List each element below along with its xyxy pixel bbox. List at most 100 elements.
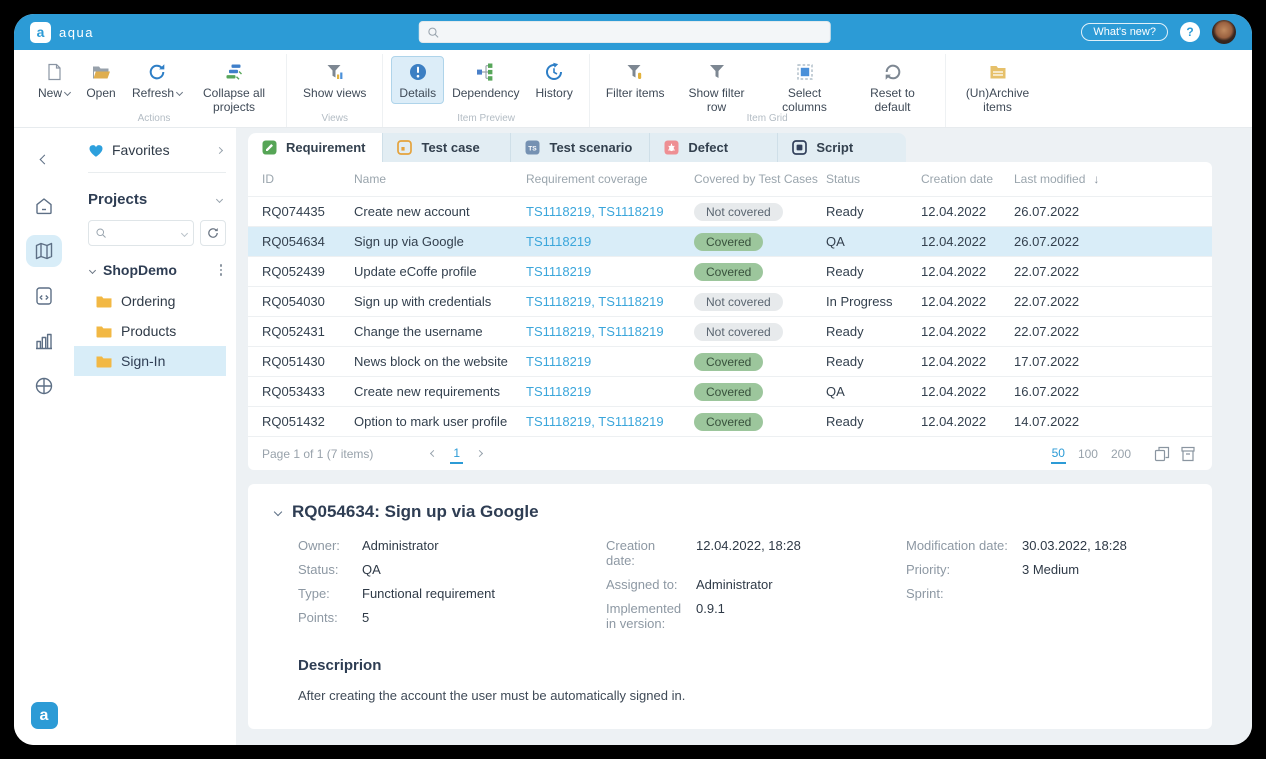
page-number[interactable]: 1 [450,444,464,464]
collapse-all-projects-button[interactable]: Collapse all projects [190,56,278,119]
test-case-icon [397,140,413,155]
refresh-button[interactable]: Refresh [124,56,190,104]
projects-search-row [88,220,226,246]
show-views-icon [327,65,343,79]
projects-header[interactable]: Projects [88,191,226,208]
select-columns-icon [796,64,813,80]
unarchive-items-button[interactable]: (Un)Archive items [954,56,1042,119]
detail-body: Owner: Administrator Status: QA Type: Funct… [272,538,1188,703]
details-button[interactable]: Details [391,56,445,105]
pagination-bar: Page 1 of 1 (7 items) 1 50 100 200 [248,436,1212,470]
folder-item-ordering[interactable]: Ordering [74,286,226,316]
requirement-icon [262,140,277,155]
select-columns-button[interactable]: Select columns [761,56,849,119]
next-page-icon[interactable] [476,449,484,458]
collapse-sidebar-button[interactable] [39,150,49,168]
folder-icon [96,326,112,337]
item-detail-panel: RQ054634: Sign up via Google Owner: Admin… [248,484,1212,729]
page-size-50[interactable]: 50 [1050,444,1066,464]
sort-desc-icon[interactable]: ↓ [1093,172,1100,186]
table-row[interactable]: RQ052439 Update eCoffe profile TS1118219… [248,256,1212,286]
coverage-badge: Covered [694,262,764,281]
field-value: 0.9.1 [696,601,725,616]
show-views-button[interactable]: Show views [295,56,374,104]
toolbar-group-actions: New Open Refresh Collapse all projects A… [22,54,288,127]
sidebar-item-projects[interactable] [26,235,62,267]
sidebar-item-scripts[interactable] [26,280,62,312]
show-filter-row-button[interactable]: Show filter row [673,56,761,119]
column-header-covered[interactable]: Covered by Test Cases [694,172,818,186]
filter-items-button[interactable]: Filter items [598,56,673,104]
cell-modified: 17.07.2022 [1014,354,1080,369]
table-row[interactable]: RQ052431 Change the username TS1118219, … [248,316,1212,346]
sidebar-item-dashboard[interactable] [26,370,62,402]
cell-created: 12.04.2022 [921,354,987,369]
column-header-created[interactable]: Creation date [921,172,994,186]
cell-name: Sign up with credentials [354,294,492,309]
reset-to-default-button[interactable]: Reset to default [849,56,937,119]
table-row[interactable]: RQ074435 Create new account TS1118219, T… [248,196,1212,226]
page-size-200[interactable]: 200 [1110,446,1131,461]
global-search [418,21,831,43]
coverage-links[interactable]: TS1118219 [526,234,592,249]
detail-title: RQ054634: Sign up via Google [292,502,539,521]
group-label-item-grid: Item Grid [746,113,788,124]
column-header-status[interactable]: Status [826,172,861,186]
help-button[interactable]: ? [1180,22,1200,42]
column-header-id[interactable]: ID [262,172,274,186]
dropdown-chevron-icon [176,88,184,97]
favorites-row[interactable]: Favorites [88,142,226,158]
script-file-icon [36,287,52,305]
cell-status: Ready [826,324,864,339]
field-label: Assigned to: [606,577,678,592]
table-row[interactable]: RQ053433 Create new requirements TS11182… [248,376,1212,406]
tab-test-scenario[interactable]: TS Test scenario [511,133,651,162]
projects-refresh-button[interactable] [200,220,226,246]
table-row[interactable]: RQ051430 News block on the website TS111… [248,346,1212,376]
copy-icon[interactable] [1154,446,1170,462]
whats-new-button[interactable]: What's new? [1081,23,1168,41]
page-size-100[interactable]: 100 [1077,446,1098,461]
toolbar-group-item-grid: Filter items Show filter row Select colu… [590,54,946,127]
dependency-button[interactable]: Dependency [444,56,527,104]
sidebar-item-reports[interactable] [26,325,62,357]
folder-item-sign-in[interactable]: Sign-In [74,346,226,376]
table-row-selected[interactable]: RQ054634 Sign up via Google TS1118219 Co… [248,226,1212,256]
cell-status: Ready [826,204,864,219]
project-menu-button[interactable] [218,262,225,278]
coverage-links[interactable]: TS1118219 [526,354,592,369]
archive-box-icon[interactable] [1180,446,1196,462]
column-header-name[interactable]: Name [354,172,387,186]
group-label-actions: Actions [137,113,171,124]
coverage-links[interactable]: TS1118219, TS1118219 [526,324,664,339]
column-header-modified[interactable]: Last modified ↓ [1014,172,1100,186]
field-value: Administrator [696,577,773,592]
coverage-links[interactable]: TS1118219, TS1118219 [526,414,664,429]
user-avatar[interactable] [1212,20,1236,44]
prev-page-icon[interactable] [430,449,438,458]
project-tree-root[interactable]: ShopDemo [88,260,226,286]
sidebar-item-home[interactable] [26,190,62,222]
tab-test-case[interactable]: Test case [383,133,512,162]
open-button[interactable]: Open [78,56,124,104]
global-search-input[interactable] [445,25,823,39]
coverage-links[interactable]: TS1118219, TS1118219 [526,204,664,219]
collapse-detail-icon[interactable] [273,507,283,517]
history-button[interactable]: History [527,56,580,104]
search-options-chevron-icon[interactable] [180,229,189,237]
tab-defect[interactable]: Defect [650,133,779,162]
cell-created: 12.04.2022 [921,294,987,309]
folder-item-products[interactable]: Products [74,316,226,346]
expand-favorites-icon[interactable] [215,146,224,154]
table-row[interactable]: RQ054030 Sign up with credentials TS1118… [248,286,1212,316]
coverage-links[interactable]: TS1118219 [526,264,592,279]
projects-search-input[interactable] [111,226,175,240]
new-button[interactable]: New [30,56,78,104]
table-row[interactable]: RQ051432 Option to mark user profile TS1… [248,406,1212,436]
column-header-coverage[interactable]: Requirement coverage [526,172,648,186]
coverage-links[interactable]: TS1118219, TS1118219 [526,294,664,309]
tab-script[interactable]: Script [778,133,906,162]
tab-requirement[interactable]: Requirement [248,133,384,162]
coverage-links[interactable]: TS1118219 [526,384,592,399]
tab-label: Test scenario [549,140,633,155]
